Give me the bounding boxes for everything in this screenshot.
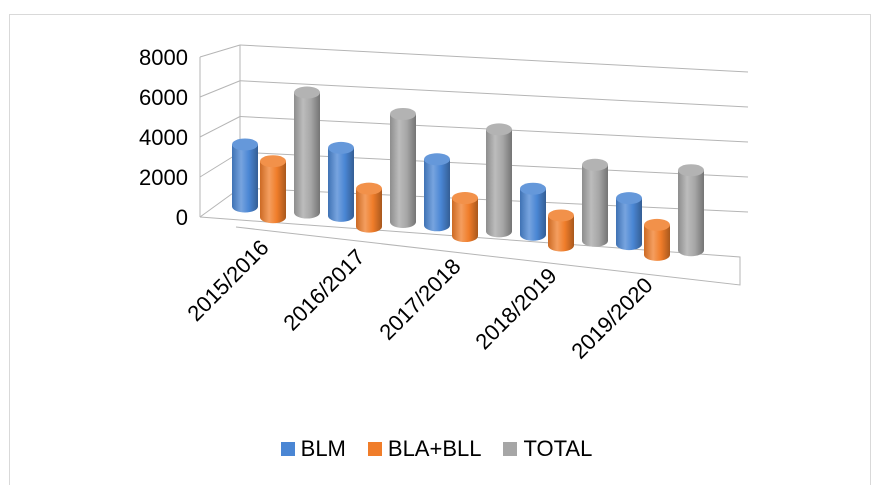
bar: [260, 155, 286, 224]
chart-frame: [9, 14, 871, 485]
bar: [452, 192, 478, 243]
y-tick-label: 2000: [139, 165, 188, 190]
bar-body: [616, 198, 642, 251]
x-tick-label: 2018/2019: [470, 263, 561, 354]
bar-top: [582, 158, 608, 171]
x-tick-label: 2017/2018: [374, 254, 465, 345]
bar: [294, 86, 320, 219]
bar-top: [356, 182, 382, 195]
bar-body: [294, 92, 320, 219]
bar-body: [548, 215, 574, 252]
bar: [582, 158, 608, 247]
bar: [678, 164, 704, 257]
x-axis-labels: 2015/2016 2016/2017 2017/2018 2018/2019 2019…: [182, 235, 657, 364]
bar-top: [616, 192, 642, 205]
bar-body: [486, 129, 512, 238]
bar-body: [328, 147, 354, 222]
legend-label-bla-bll: BLA+BLL: [387, 436, 482, 461]
bar-top: [328, 141, 354, 154]
bar-body: [424, 159, 450, 232]
bar: [616, 192, 642, 251]
y-axis-labels: 8000 6000 4000 2000 0: [139, 45, 188, 230]
bar: [548, 209, 574, 252]
legend-item-bla-bll: BLA+BLL: [367, 436, 482, 462]
bar-body: [260, 161, 286, 224]
wall-line: [199, 116, 241, 138]
bar: [390, 107, 416, 228]
bar-top: [232, 138, 258, 151]
bar: [644, 218, 670, 261]
bar-body: [678, 170, 704, 257]
bar-body: [452, 198, 478, 243]
wall-line: [199, 44, 241, 58]
bar: [520, 182, 546, 241]
legend-swatch-blm: [280, 442, 295, 456]
x-tick-label: 2015/2016: [182, 235, 273, 326]
bar: [356, 182, 382, 233]
bar-body: [356, 188, 382, 233]
legend-item-blm: BLM: [280, 436, 346, 462]
bar-top: [520, 182, 546, 195]
bar-top: [294, 86, 320, 99]
x-tick-label: 2019/2020: [566, 272, 657, 363]
bar-body: [644, 224, 670, 261]
y-tick-label: 4000: [139, 125, 188, 150]
bars: [232, 86, 704, 261]
bar-body: [520, 188, 546, 241]
y-tick-label: 6000: [139, 85, 188, 110]
legend-swatch-total: [503, 442, 518, 456]
legend-label-total: TOTAL: [523, 436, 593, 461]
y-tick-label: 0: [176, 205, 188, 230]
bar: [424, 153, 450, 232]
bar: [328, 141, 354, 222]
y-tick-label: 8000: [139, 45, 188, 70]
bar-top: [260, 155, 286, 168]
bar-top: [678, 164, 704, 177]
bar-top: [644, 218, 670, 231]
bar-body: [390, 113, 416, 228]
bar-body: [582, 164, 608, 247]
legend-swatch-bla-bll: [367, 442, 382, 456]
gridline: [239, 44, 749, 73]
bar-top: [452, 192, 478, 205]
bar-top: [548, 209, 574, 222]
chart-legend: BLM BLA+BLL TOTAL: [0, 436, 873, 462]
legend-item-total: TOTAL: [503, 436, 592, 462]
wall-line: [199, 80, 241, 98]
bar-top: [424, 153, 450, 166]
bar-top: [390, 107, 416, 120]
bar-top: [486, 123, 512, 136]
bar: [486, 123, 512, 238]
x-tick-label: 2016/2017: [278, 244, 369, 335]
legend-label-blm: BLM: [300, 436, 346, 461]
gridline: [239, 80, 749, 108]
bar: [232, 138, 258, 213]
bar-body: [232, 144, 258, 213]
